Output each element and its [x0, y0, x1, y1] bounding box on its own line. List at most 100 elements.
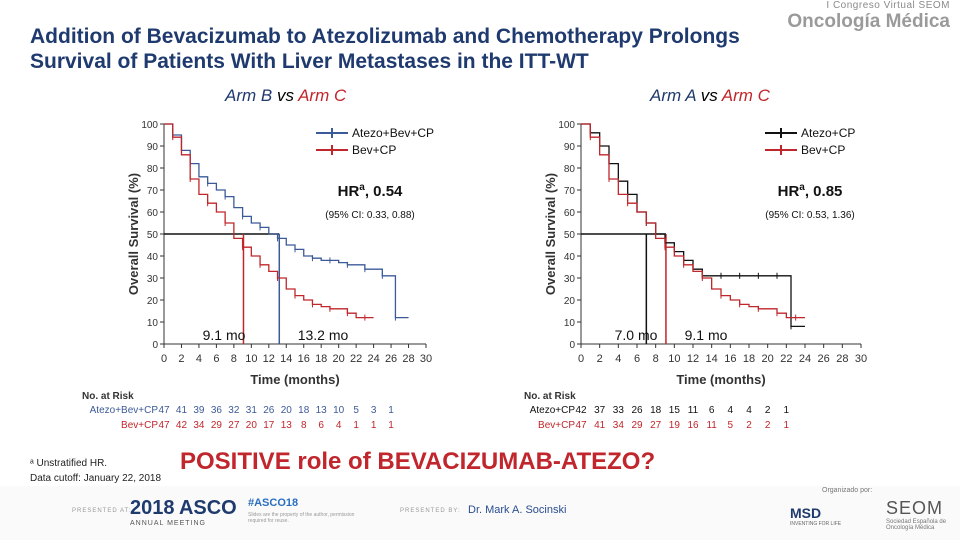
- asco-logo: 2018 ASCO ANNUAL MEETING: [130, 497, 237, 527]
- y-tick-label: 100: [558, 120, 575, 131]
- y-tick-label: 70: [564, 186, 576, 197]
- footnote: ᵃ Unstratified HR. Data cutoff: January …: [30, 456, 161, 486]
- risk-count: 5: [353, 405, 359, 416]
- risk-count: 10: [333, 405, 345, 416]
- risk-count: 41: [594, 420, 606, 431]
- hr-superscript: a: [359, 182, 365, 193]
- x-tick-label: 20: [762, 353, 774, 365]
- x-tick-label: 8: [231, 353, 237, 365]
- survival-curve-1: [581, 123, 805, 328]
- footer-bar: [0, 486, 960, 540]
- x-tick-label: 4: [615, 353, 621, 365]
- y-tick-label: 30: [147, 274, 159, 285]
- conclusion-text: POSITIVE role of BEVACIZUMAB-ATEZO?: [180, 448, 656, 475]
- risk-count: 1: [784, 405, 790, 416]
- hashtag: #ASCO18: [248, 497, 299, 509]
- x-tick-label: 22: [780, 353, 792, 365]
- hr-value: , 0.54: [365, 183, 403, 200]
- risk-count: 27: [228, 420, 240, 431]
- risk-row-label: Bev+CP: [538, 420, 575, 431]
- x-tick-label: 20: [333, 353, 345, 365]
- x-tick-label: 0: [161, 353, 167, 365]
- x-tick-label: 26: [818, 353, 830, 365]
- asco-sub: ANNUAL MEETING: [130, 520, 206, 527]
- x-tick-label: 4: [196, 353, 202, 365]
- risk-count: 42: [575, 405, 587, 416]
- x-tick-label: 30: [420, 353, 432, 365]
- x-tick-label: 22: [350, 353, 362, 365]
- hr-label: HR: [778, 183, 800, 200]
- slide-title-line2: Survival of Patients With Liver Metastas…: [30, 50, 589, 74]
- risk-count: 47: [158, 405, 170, 416]
- left-subtitle-vs: vs: [272, 86, 299, 105]
- y-tick-label: 80: [147, 164, 159, 175]
- x-tick-label: 12: [687, 353, 699, 365]
- x-tick-label: 2: [597, 353, 603, 365]
- x-axis-title: Time (months): [250, 372, 339, 387]
- risk-count: 19: [669, 420, 681, 431]
- msd-name: MSD: [790, 505, 822, 521]
- risk-count: 39: [193, 405, 205, 416]
- legend-label: Atezo+CP: [801, 126, 855, 140]
- right-subtitle-arm1: Arm A: [650, 86, 696, 105]
- x-tick-label: 10: [668, 353, 680, 365]
- x-tick-label: 18: [315, 353, 327, 365]
- risk-count: 1: [388, 420, 394, 431]
- risk-count: 42: [176, 420, 188, 431]
- risk-count: 27: [650, 420, 662, 431]
- y-tick-label: 100: [141, 120, 158, 131]
- median-label: 9.1 mo: [685, 327, 728, 343]
- y-tick-label: 80: [564, 164, 576, 175]
- risk-count: 18: [650, 405, 662, 416]
- risk-table-title: No. at Risk: [524, 391, 576, 402]
- x-tick-label: 6: [213, 353, 219, 365]
- legend-label: Bev+CP: [801, 143, 845, 157]
- risk-count: 3: [371, 405, 377, 416]
- risk-count: 47: [575, 420, 587, 431]
- seom-logo: SEOM Sociedad Española de Oncología Médi…: [886, 498, 960, 531]
- risk-count: 34: [613, 420, 625, 431]
- y-axis-title: Overall Survival (%): [126, 173, 141, 295]
- x-tick-label: 30: [855, 353, 867, 365]
- asco-name: ASCO: [178, 497, 237, 519]
- risk-count: 26: [263, 405, 275, 416]
- x-tick-label: 16: [724, 353, 736, 365]
- risk-count: 18: [298, 405, 310, 416]
- y-tick-label: 10: [147, 318, 159, 329]
- risk-count: 6: [709, 405, 715, 416]
- organized-by-label: Organizado por:: [822, 487, 873, 494]
- risk-count: 29: [211, 420, 223, 431]
- x-tick-label: 14: [706, 353, 718, 365]
- right-subtitle-arm2: Arm C: [721, 86, 770, 105]
- x-tick-label: 10: [245, 353, 257, 365]
- risk-count: 1: [353, 420, 359, 431]
- right-chart-subtitle: Arm A vs Arm C: [650, 86, 770, 106]
- risk-count: 2: [765, 405, 771, 416]
- hr-superscript: a: [799, 182, 805, 193]
- msd-logo: MSD INVENTING FOR LIFE: [790, 505, 841, 527]
- risk-count: 4: [728, 405, 734, 416]
- risk-count: 16: [687, 420, 699, 431]
- risk-count: 1: [784, 420, 790, 431]
- risk-count: 32: [228, 405, 240, 416]
- risk-count: 26: [631, 405, 643, 416]
- y-tick-label: 90: [147, 142, 159, 153]
- x-tick-label: 18: [743, 353, 755, 365]
- y-tick-label: 20: [147, 296, 159, 307]
- risk-count: 4: [746, 405, 752, 416]
- risk-row-label: Bev+CP: [121, 420, 158, 431]
- risk-row-label: Atezo+Bev+CP: [90, 405, 159, 416]
- seom-name: SEOM: [886, 498, 944, 518]
- x-tick-label: 24: [367, 353, 379, 365]
- risk-count: 33: [613, 405, 625, 416]
- asco-year: 2018: [130, 497, 175, 519]
- x-tick-label: 2: [178, 353, 184, 365]
- hr-value: , 0.85: [805, 183, 843, 200]
- risk-count: 11: [688, 405, 699, 416]
- risk-count: 31: [246, 405, 258, 416]
- median-label: 7.0 mo: [615, 327, 658, 343]
- y-tick-label: 0: [569, 340, 575, 351]
- risk-count: 20: [281, 405, 293, 416]
- risk-count: 36: [211, 405, 223, 416]
